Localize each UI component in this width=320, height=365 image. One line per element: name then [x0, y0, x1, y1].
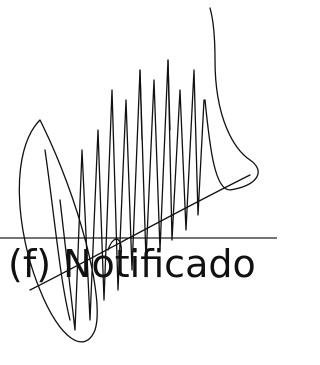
signature-block: (f) Notificado — [0, 0, 277, 361]
signature-scribble — [19, 8, 258, 342]
